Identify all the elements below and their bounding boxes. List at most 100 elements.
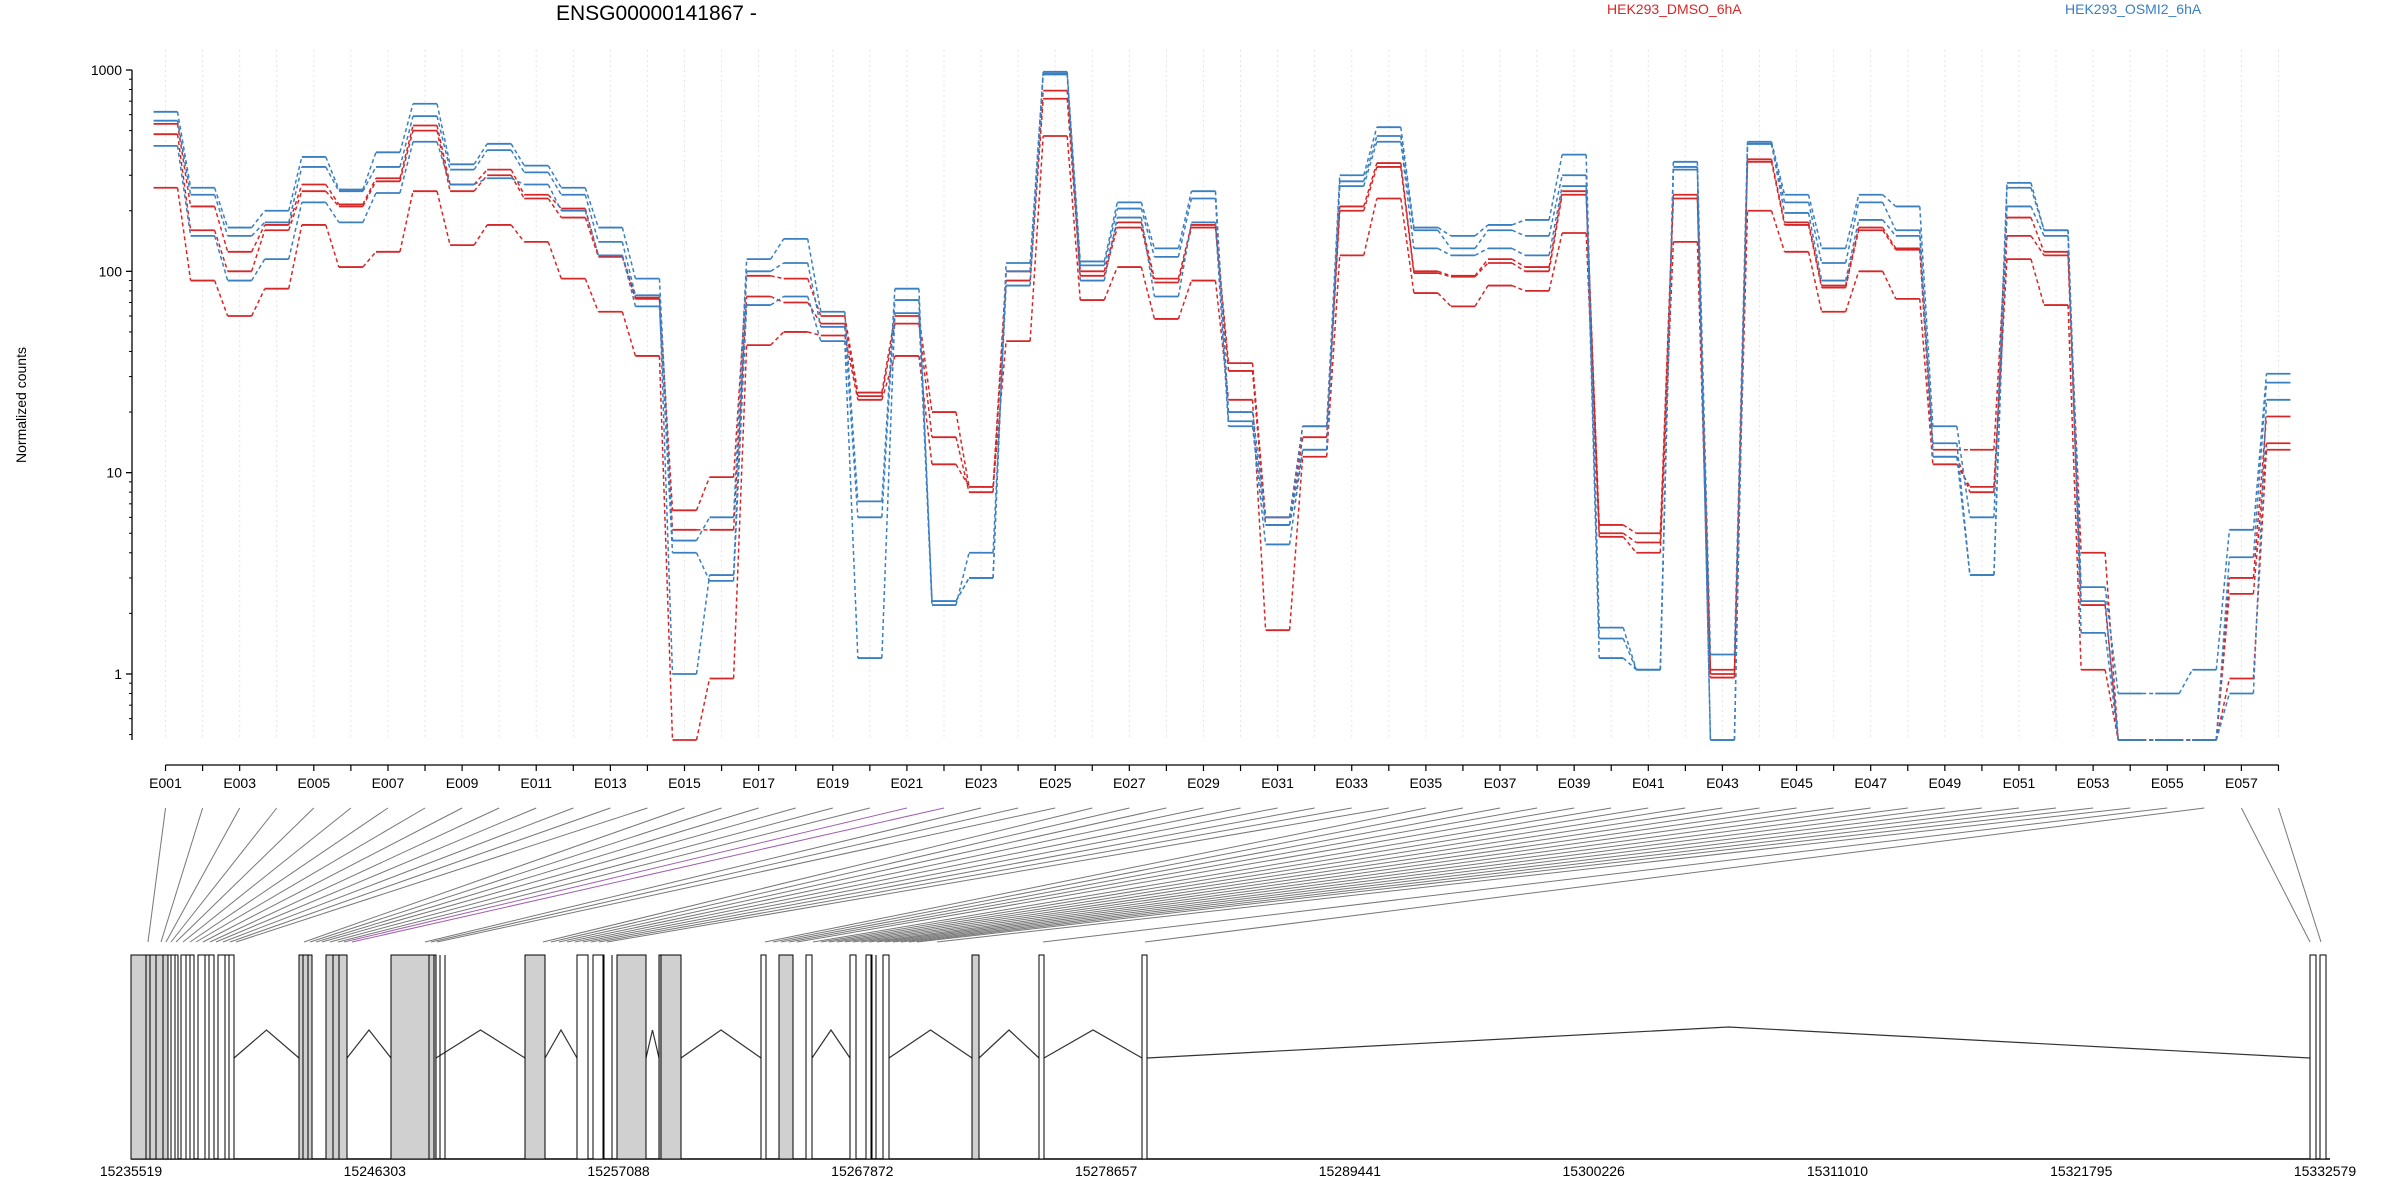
series-connector bbox=[1363, 141, 1378, 187]
exon-connector bbox=[202, 807, 463, 943]
series-connector bbox=[1474, 224, 1489, 237]
series-connector bbox=[176, 134, 192, 231]
series-connector bbox=[2252, 416, 2268, 578]
series-connector bbox=[1511, 247, 1526, 257]
series-connector bbox=[436, 103, 451, 165]
series-connector bbox=[213, 194, 229, 237]
series-connector bbox=[399, 115, 414, 168]
series-connector bbox=[770, 262, 785, 272]
series-connector bbox=[584, 187, 600, 228]
legend-entry-dmso: HEK293_DMSO_6hA bbox=[1607, 1, 1742, 17]
series-connector bbox=[325, 166, 340, 192]
exon-connector bbox=[215, 807, 537, 943]
series-connector bbox=[1177, 224, 1193, 279]
exon-box bbox=[576, 954, 589, 1160]
series-connector bbox=[992, 285, 1007, 553]
series-connector bbox=[732, 296, 748, 530]
exon-box bbox=[592, 954, 605, 1160]
intron-line bbox=[346, 1029, 392, 1059]
intron-line bbox=[435, 1029, 526, 1059]
series-connector bbox=[1882, 194, 1897, 208]
series-connector bbox=[1696, 166, 1712, 741]
series-connector bbox=[955, 552, 970, 606]
series-connector bbox=[362, 177, 377, 205]
series-connector bbox=[1029, 74, 1044, 286]
exon-box bbox=[1038, 954, 1045, 1160]
series-connector bbox=[1288, 449, 1304, 526]
series-connector bbox=[399, 141, 414, 194]
exon-connector bbox=[780, 807, 1501, 943]
series-connector bbox=[806, 238, 822, 312]
series-connector bbox=[1548, 194, 1563, 272]
exon-connector bbox=[170, 807, 278, 943]
series-connector bbox=[732, 259, 748, 518]
series-connector bbox=[547, 172, 562, 196]
series-connector bbox=[844, 323, 859, 397]
y-tick-label: 1 bbox=[114, 666, 122, 682]
exon-connector bbox=[430, 807, 1019, 943]
series-connector bbox=[2215, 577, 2231, 741]
series-connector bbox=[1103, 208, 1119, 266]
exon-connector bbox=[582, 807, 1278, 943]
genomic-coordinate-label: 15332579 bbox=[2294, 1163, 2357, 1179]
exon-box bbox=[217, 954, 235, 1160]
series-connector bbox=[250, 288, 266, 317]
exon-label: E009 bbox=[446, 775, 479, 791]
genomic-coordinate-label: 15311010 bbox=[1807, 1163, 1868, 1179]
series-2 bbox=[153, 97, 2291, 741]
series-connector bbox=[1770, 210, 1786, 253]
exon-label: E045 bbox=[1780, 775, 1813, 791]
exon-connector bbox=[321, 807, 796, 943]
exon-label: E051 bbox=[2003, 775, 2036, 791]
exon-box bbox=[1141, 954, 1148, 1160]
exon-box bbox=[325, 954, 348, 1160]
series-connector bbox=[2067, 235, 2082, 602]
series-connector bbox=[918, 288, 933, 602]
exon-box bbox=[180, 954, 195, 1160]
genomic-coordinate-label: 15246303 bbox=[344, 1163, 407, 1179]
series-connector bbox=[1882, 227, 1897, 249]
series-connector bbox=[1882, 219, 1897, 237]
series-connector bbox=[1474, 247, 1489, 257]
series-connector bbox=[621, 311, 637, 357]
series-connector bbox=[1659, 169, 1675, 670]
exon-connector-lines bbox=[147, 807, 2322, 943]
series-connector bbox=[1400, 141, 1415, 249]
exon-connector bbox=[574, 807, 1241, 943]
intron-line bbox=[544, 1028, 578, 1059]
series-connector bbox=[1400, 135, 1415, 231]
series-connector bbox=[770, 331, 785, 346]
exon-gridlines bbox=[165, 50, 2279, 740]
exon-box bbox=[298, 954, 313, 1160]
series-connector bbox=[251, 258, 266, 281]
y-tick-label: 1000 bbox=[91, 62, 122, 78]
series-connector bbox=[250, 224, 266, 253]
series-connector bbox=[399, 191, 414, 252]
exon-connector bbox=[916, 807, 2094, 943]
series-connector bbox=[288, 166, 303, 223]
series-connector bbox=[1511, 219, 1526, 226]
series-connector bbox=[1288, 426, 1304, 518]
series-connector bbox=[473, 143, 488, 165]
series-4 bbox=[153, 70, 2291, 695]
series-connector bbox=[325, 184, 340, 205]
series-connector bbox=[1511, 258, 1526, 268]
exon-connector bbox=[772, 807, 1464, 943]
exon-label: E053 bbox=[2077, 775, 2110, 791]
series-connector bbox=[436, 141, 451, 185]
series-connector bbox=[213, 187, 229, 228]
exon-connector bbox=[229, 807, 611, 943]
series-connector bbox=[992, 271, 1007, 578]
exon-box bbox=[658, 954, 682, 1160]
series-connector bbox=[770, 275, 784, 280]
series-connector bbox=[251, 221, 266, 237]
series-connector bbox=[547, 184, 562, 212]
exon-connector bbox=[812, 807, 1612, 943]
exon-connector bbox=[828, 807, 1686, 943]
series-connector bbox=[1622, 532, 1637, 544]
series-connector bbox=[1844, 202, 1860, 264]
series-connector bbox=[1029, 71, 1044, 264]
series-connector bbox=[1622, 536, 1637, 554]
series-connector bbox=[1474, 258, 1489, 277]
